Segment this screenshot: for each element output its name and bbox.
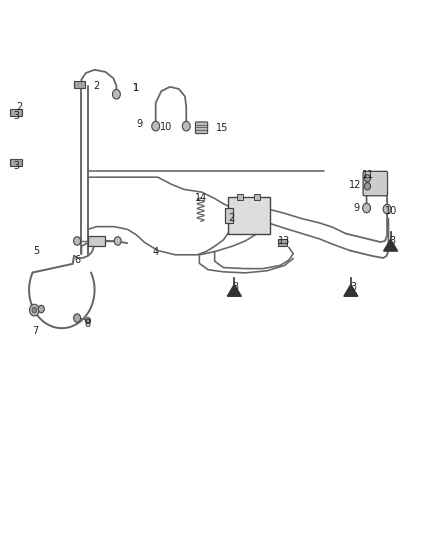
Circle shape <box>85 318 91 324</box>
Text: 3: 3 <box>233 282 239 292</box>
Circle shape <box>363 203 371 213</box>
Bar <box>74 82 85 88</box>
Circle shape <box>113 90 120 99</box>
Circle shape <box>74 314 81 322</box>
FancyBboxPatch shape <box>363 171 388 196</box>
Text: 3: 3 <box>350 282 357 292</box>
Text: 4: 4 <box>152 247 159 256</box>
FancyBboxPatch shape <box>195 122 208 134</box>
Circle shape <box>364 174 371 182</box>
Bar <box>88 236 106 246</box>
Bar <box>10 109 22 116</box>
Text: 5: 5 <box>33 246 39 255</box>
Text: 2: 2 <box>16 102 22 112</box>
Text: 2: 2 <box>228 213 234 223</box>
Text: 11: 11 <box>362 170 374 180</box>
Polygon shape <box>227 285 241 296</box>
Text: 9: 9 <box>353 203 360 213</box>
Text: 1: 1 <box>133 83 139 93</box>
Text: 8: 8 <box>84 319 90 329</box>
Circle shape <box>38 305 44 313</box>
Polygon shape <box>344 285 358 296</box>
Bar <box>237 193 243 200</box>
Text: 3: 3 <box>13 111 19 120</box>
Circle shape <box>29 304 39 316</box>
Bar <box>10 159 22 166</box>
Circle shape <box>364 182 371 190</box>
Text: 7: 7 <box>32 326 39 336</box>
Polygon shape <box>384 239 398 251</box>
Text: 2: 2 <box>93 81 99 91</box>
Text: 1: 1 <box>133 83 139 93</box>
Bar <box>225 208 233 223</box>
Circle shape <box>182 122 190 131</box>
Text: 15: 15 <box>216 123 229 133</box>
Text: 13: 13 <box>278 236 290 246</box>
Text: 12: 12 <box>349 180 361 190</box>
Text: 10: 10 <box>385 206 398 216</box>
Text: 9: 9 <box>137 119 143 129</box>
Circle shape <box>114 237 121 245</box>
Text: 14: 14 <box>194 193 207 204</box>
Bar <box>254 193 261 200</box>
FancyBboxPatch shape <box>228 197 270 233</box>
Circle shape <box>383 204 391 214</box>
Text: 3: 3 <box>390 236 396 246</box>
Text: 3: 3 <box>13 160 19 171</box>
Bar <box>278 239 287 246</box>
Text: 6: 6 <box>74 255 80 265</box>
Circle shape <box>74 237 81 245</box>
Circle shape <box>32 307 37 313</box>
Circle shape <box>152 122 159 131</box>
Text: 10: 10 <box>159 122 172 132</box>
